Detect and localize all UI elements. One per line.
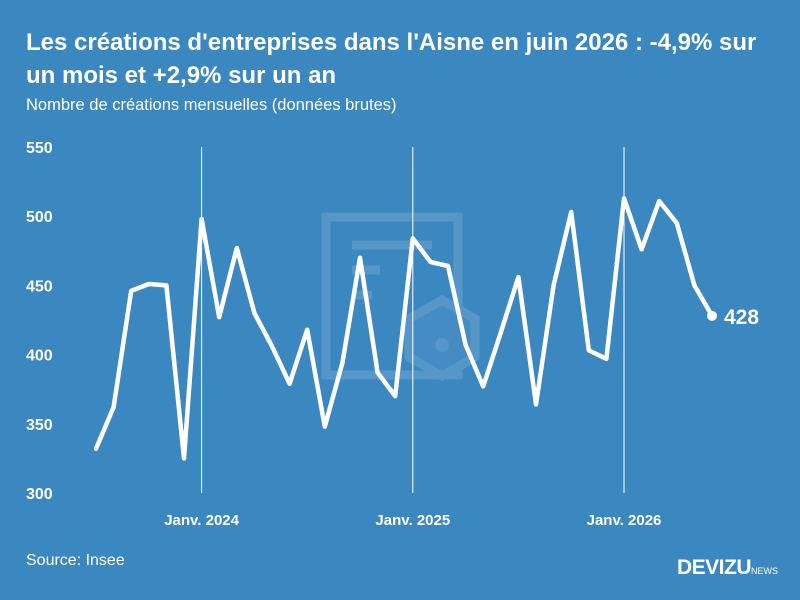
data-point [217, 315, 221, 319]
x-tick-label: Janv. 2026 [587, 512, 662, 529]
data-point [270, 344, 274, 348]
data-point [675, 221, 679, 225]
brand-suffix: NEWS [751, 566, 779, 576]
brand-name: DEVIZU [677, 556, 752, 579]
data-point [428, 260, 432, 264]
data-point [200, 217, 204, 221]
data-point [516, 275, 520, 279]
data-point [411, 236, 415, 240]
data-point [464, 343, 468, 347]
end-point-label: 428 [724, 306, 759, 329]
data-point [481, 384, 485, 388]
data-point [587, 348, 591, 352]
data-point [112, 405, 116, 409]
data-point [358, 256, 362, 260]
data-point [499, 331, 503, 335]
data-point [288, 382, 292, 386]
chart-title: Les créations d'entreprises dans l'Aisne… [26, 29, 757, 89]
data-point [376, 371, 380, 375]
data-point [164, 283, 168, 287]
data-point [569, 210, 573, 214]
chart-subtitle: Nombre de créations mensuelles (données … [26, 96, 397, 114]
data-point [94, 447, 98, 451]
data-point [252, 311, 256, 315]
data-point [604, 357, 608, 361]
data-point [640, 247, 644, 251]
x-tick-label: Janv. 2025 [375, 512, 450, 529]
series-line [93, 195, 715, 461]
y-tick-label: 300 [26, 486, 53, 503]
y-tick-label: 350 [26, 417, 53, 434]
data-point [393, 394, 397, 398]
data-point [147, 282, 151, 286]
x-axis: Janv. 2024 Janv. 2025 Janv. 2026 [164, 512, 661, 529]
y-axis: 300 350 400 450 500 550 [26, 140, 53, 503]
end-point-marker [707, 310, 717, 321]
data-point [340, 361, 344, 365]
x-tick-label: Janv. 2024 [164, 512, 239, 529]
y-tick-label: 450 [26, 278, 53, 295]
brand-logo: DEVIZUNEWS [677, 556, 778, 580]
vertical-gridlines [201, 147, 625, 493]
data-point [305, 328, 309, 332]
data-point [692, 283, 696, 287]
data-point [323, 425, 327, 429]
data-point [657, 199, 661, 203]
data-point [129, 289, 133, 293]
y-tick-label: 400 [26, 348, 53, 365]
data-point [182, 456, 186, 460]
source-note: Source: Insee [26, 552, 125, 569]
data-point [552, 283, 556, 287]
data-point [446, 264, 450, 268]
data-point [622, 196, 626, 200]
data-point [534, 402, 538, 406]
y-tick-label: 550 [26, 140, 53, 157]
y-tick-label: 500 [26, 209, 53, 226]
data-point [235, 246, 239, 250]
